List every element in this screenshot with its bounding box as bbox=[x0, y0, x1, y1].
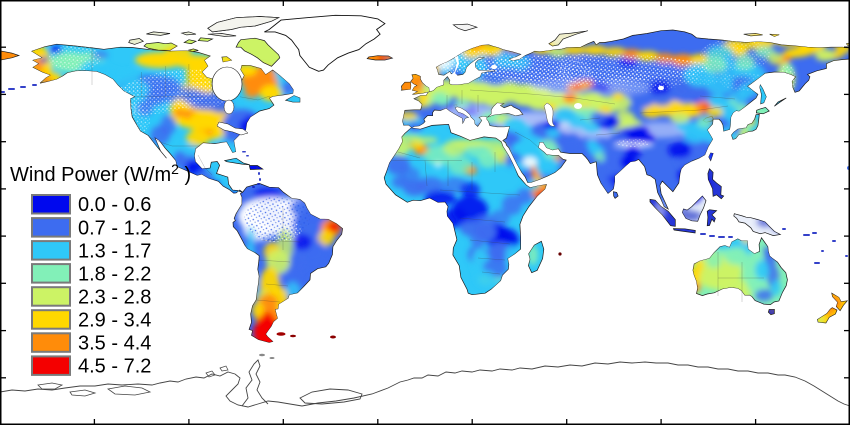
svg-text:4.5 - 7.2: 4.5 - 7.2 bbox=[78, 356, 151, 378]
svg-text:2.9 - 3.4: 2.9 - 3.4 bbox=[78, 310, 151, 332]
svg-text:3.5 - 4.4: 3.5 - 4.4 bbox=[78, 333, 151, 355]
svg-text:Wind Power (W/m2 ): Wind Power (W/m2 ) bbox=[10, 161, 191, 186]
svg-text:2.3 - 2.8: 2.3 - 2.8 bbox=[78, 286, 151, 308]
svg-text:0.0 - 0.6: 0.0 - 0.6 bbox=[78, 194, 151, 216]
svg-text:1.3 - 1.7: 1.3 - 1.7 bbox=[78, 240, 151, 262]
svg-text:0.7 - 1.2: 0.7 - 1.2 bbox=[78, 217, 151, 239]
svg-text:1.8 - 2.2: 1.8 - 2.2 bbox=[78, 263, 151, 285]
